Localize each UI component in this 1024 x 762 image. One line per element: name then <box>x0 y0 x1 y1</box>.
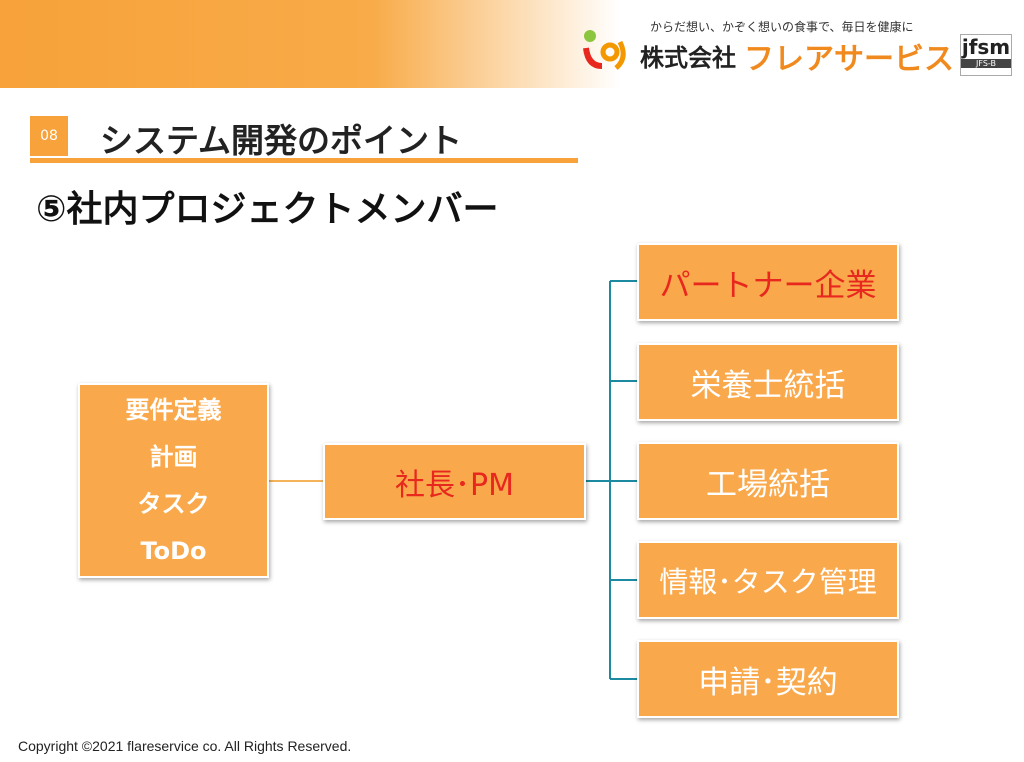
logo-sub: JFS-B <box>961 59 1011 68</box>
node-line: タスク <box>137 489 210 518</box>
company-prefix: 株式会社 <box>640 44 736 72</box>
section-title: システム開発のポイント <box>100 121 463 160</box>
right-node: 栄養士統括 <box>637 343 899 421</box>
tagline: からだ想い、かぞく想いの食事で、毎日を健康に <box>650 20 914 34</box>
title-underline <box>30 158 578 163</box>
logo-badge: jfsm JFS-B <box>960 34 1012 76</box>
right-node: 工場統括 <box>637 442 899 520</box>
left-node: 要件定義 計画 タスク ToDo <box>78 383 269 578</box>
node-line: 要件定義 <box>125 395 222 424</box>
right-node: 申請･契約 <box>637 640 899 718</box>
right-node: 情報･タスク管理 <box>637 541 899 619</box>
center-node: 社長･PM <box>323 443 586 520</box>
section-number: 08 <box>30 116 68 156</box>
logo-icon <box>583 30 626 70</box>
company-name: フレアサービス <box>744 42 954 77</box>
header-band <box>0 0 620 88</box>
node-line: ToDo <box>140 536 207 565</box>
node-line: 計画 <box>149 442 198 471</box>
footer: Copyright ©2021 flareservice co. All Rig… <box>18 738 352 754</box>
logo-text: jfsm <box>961 35 1011 59</box>
subtitle: ⑤社内プロジェクトメンバー <box>36 189 499 230</box>
right-node: パートナー企業 <box>637 243 899 321</box>
